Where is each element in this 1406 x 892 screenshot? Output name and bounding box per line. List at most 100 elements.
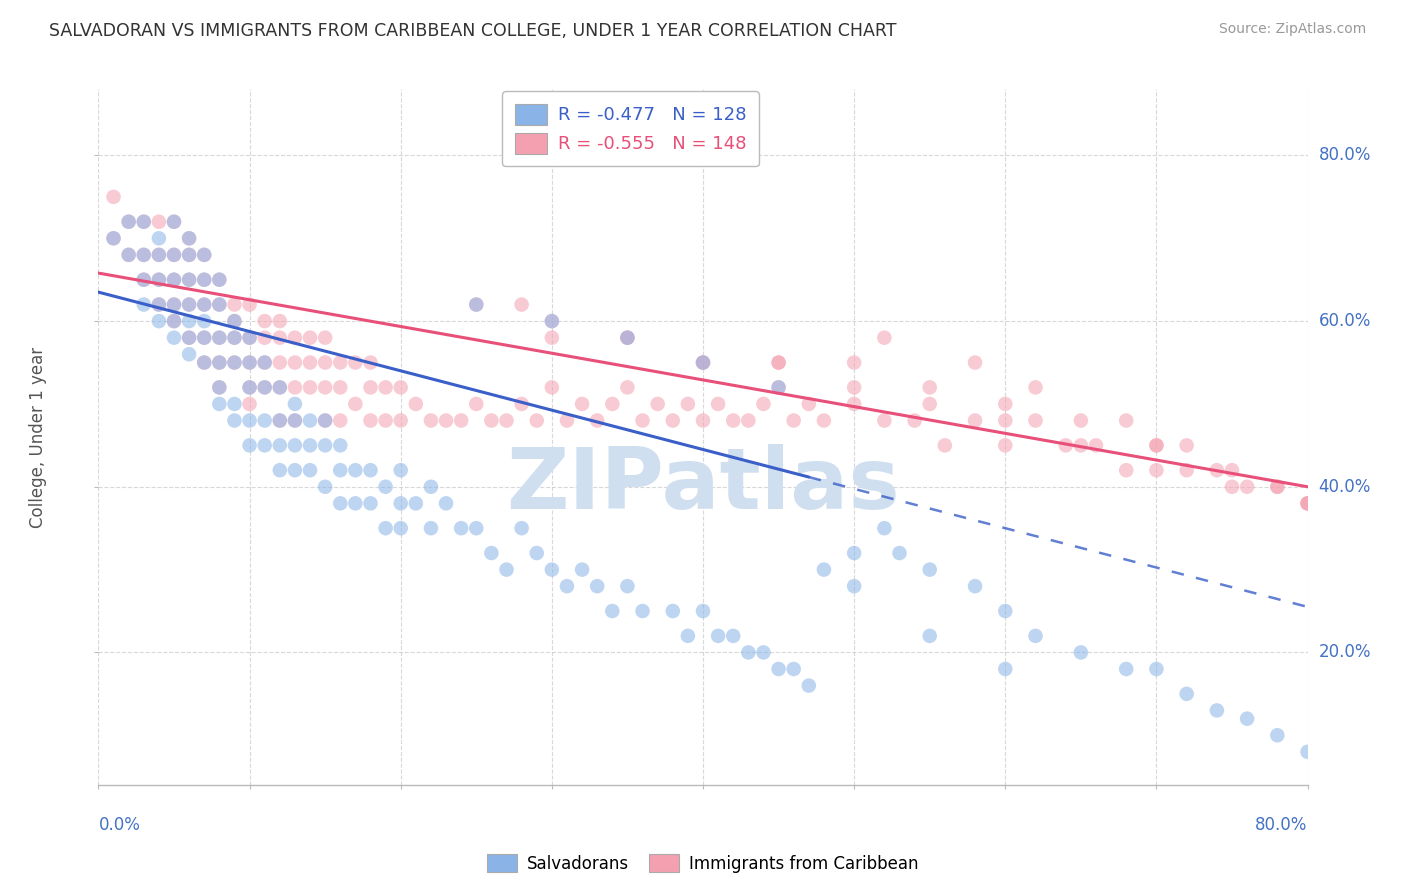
Point <box>360 355 382 369</box>
Point <box>510 521 533 535</box>
Point <box>224 355 246 369</box>
Point <box>329 463 352 477</box>
Point <box>918 397 941 411</box>
Point <box>132 215 155 229</box>
Point <box>844 397 866 411</box>
Point <box>481 413 503 427</box>
Point <box>1175 438 1198 452</box>
Point <box>284 438 307 452</box>
Point <box>239 413 262 427</box>
Point <box>314 438 336 452</box>
Point <box>495 413 517 427</box>
Point <box>329 413 352 427</box>
Point <box>193 273 215 287</box>
Point <box>540 314 562 328</box>
Point <box>844 355 866 369</box>
Point <box>540 331 562 345</box>
Point <box>177 297 201 311</box>
Point <box>768 355 790 369</box>
Point <box>132 297 155 311</box>
Point <box>208 355 231 369</box>
Point <box>374 413 396 427</box>
Point <box>253 355 276 369</box>
Point <box>450 521 472 535</box>
Point <box>193 297 215 311</box>
Point <box>208 297 231 311</box>
Point <box>571 397 593 411</box>
Point <box>389 463 412 477</box>
Point <box>994 662 1017 676</box>
Point <box>1175 463 1198 477</box>
Point <box>782 413 804 427</box>
Point <box>1236 480 1258 494</box>
Point <box>844 579 866 593</box>
Point <box>360 496 382 510</box>
Point <box>994 438 1017 452</box>
Point <box>269 413 291 427</box>
Point <box>284 380 307 394</box>
Point <box>177 347 201 361</box>
Point <box>526 546 548 560</box>
Point <box>193 355 215 369</box>
Point <box>299 355 322 369</box>
Point <box>284 331 307 345</box>
Point <box>465 297 488 311</box>
Point <box>571 563 593 577</box>
Point <box>374 380 396 394</box>
Point <box>208 397 231 411</box>
Point <box>163 273 186 287</box>
Point <box>193 297 215 311</box>
Point <box>721 413 744 427</box>
Point <box>163 273 186 287</box>
Point <box>208 273 231 287</box>
Point <box>873 521 896 535</box>
Point <box>692 413 714 427</box>
Point <box>904 413 927 427</box>
Point <box>148 273 170 287</box>
Point <box>965 413 987 427</box>
Point <box>299 463 322 477</box>
Point <box>631 413 654 427</box>
Point <box>177 273 201 287</box>
Point <box>284 413 307 427</box>
Point <box>465 297 488 311</box>
Point <box>118 248 141 262</box>
Point <box>918 563 941 577</box>
Point <box>193 355 215 369</box>
Point <box>224 297 246 311</box>
Text: Source: ZipAtlas.com: Source: ZipAtlas.com <box>1219 22 1367 37</box>
Point <box>344 463 367 477</box>
Point <box>510 297 533 311</box>
Point <box>269 331 291 345</box>
Point <box>768 355 790 369</box>
Point <box>239 331 262 345</box>
Text: 80.0%: 80.0% <box>1256 815 1308 833</box>
Point <box>163 215 186 229</box>
Point <box>1175 687 1198 701</box>
Point <box>737 413 759 427</box>
Point <box>1296 496 1319 510</box>
Point <box>1236 712 1258 726</box>
Point <box>132 248 155 262</box>
Point <box>873 331 896 345</box>
Point <box>148 231 170 245</box>
Point <box>239 331 262 345</box>
Point <box>405 397 427 411</box>
Point <box>208 273 231 287</box>
Legend: R = -0.477   N = 128, R = -0.555   N = 148: R = -0.477 N = 128, R = -0.555 N = 148 <box>502 91 759 167</box>
Point <box>103 190 125 204</box>
Point <box>389 380 412 394</box>
Point <box>299 413 322 427</box>
Point <box>284 463 307 477</box>
Point <box>797 397 820 411</box>
Point <box>224 314 246 328</box>
Point <box>132 248 155 262</box>
Point <box>239 397 262 411</box>
Point <box>434 413 457 427</box>
Point <box>148 248 170 262</box>
Point <box>465 521 488 535</box>
Point <box>1144 662 1167 676</box>
Point <box>389 521 412 535</box>
Point <box>239 380 262 394</box>
Point <box>269 314 291 328</box>
